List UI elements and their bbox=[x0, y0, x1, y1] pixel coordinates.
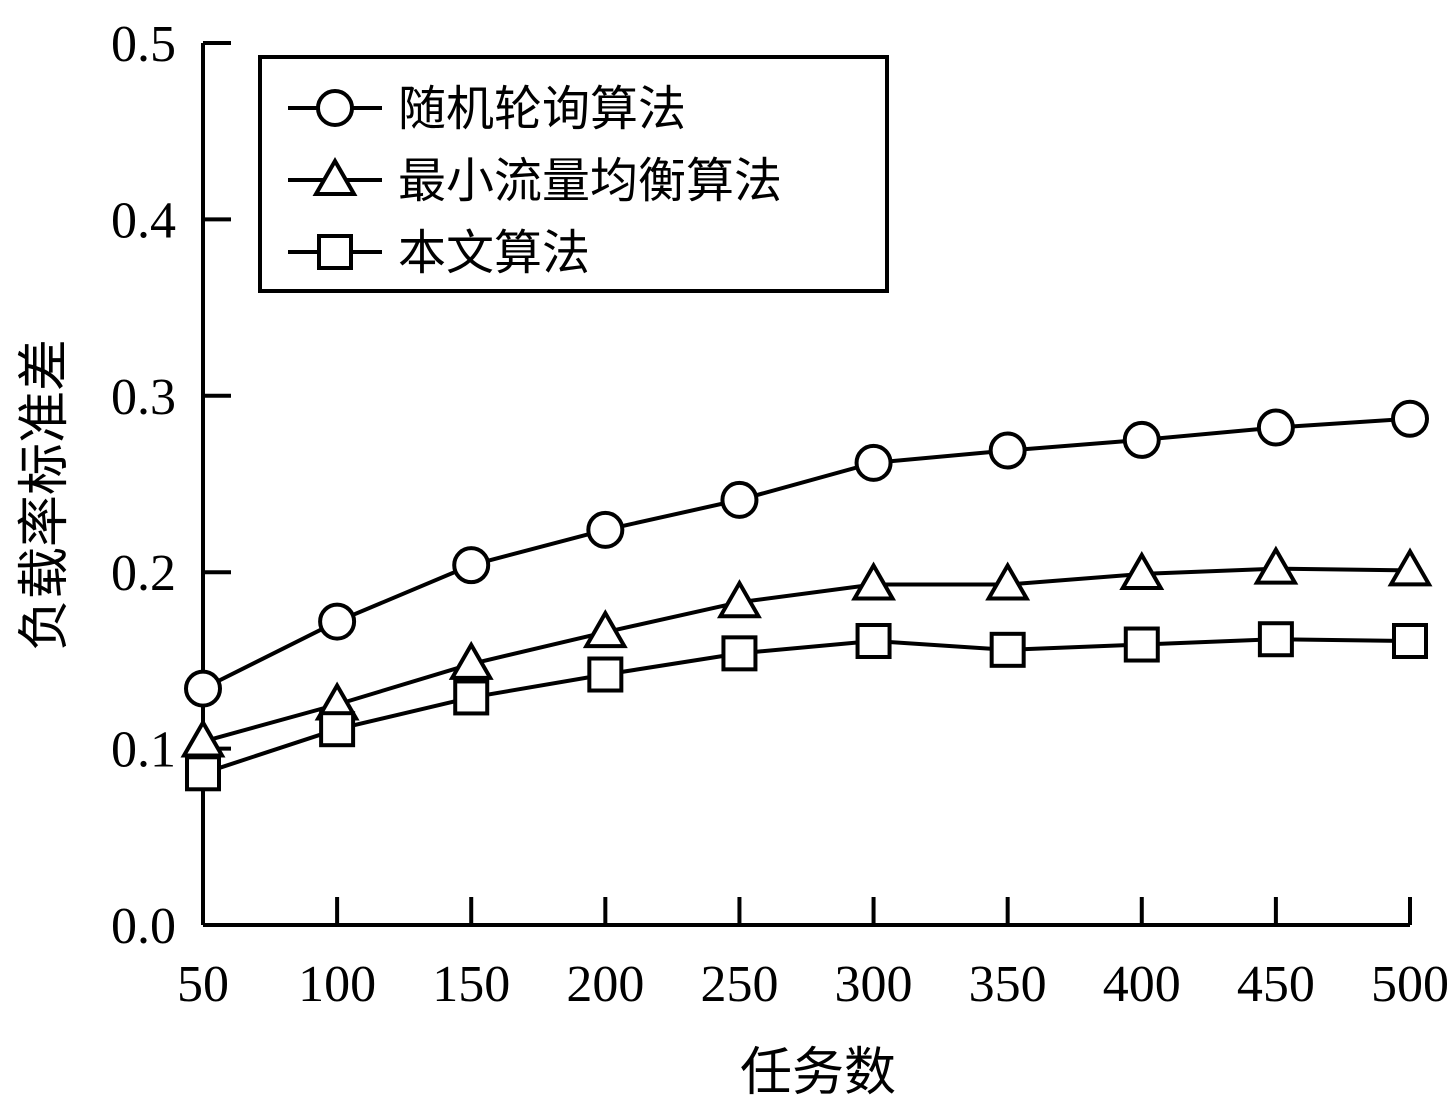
y-tick-label: 0.1 bbox=[111, 722, 176, 779]
x-tick-label: 450 bbox=[1237, 956, 1315, 1013]
series-line-circle bbox=[202, 416, 1411, 691]
y-tick-label: 0.3 bbox=[111, 369, 176, 426]
data-point-square bbox=[453, 679, 490, 716]
data-point-triangle bbox=[851, 561, 897, 601]
legend-label: 本文算法 bbox=[398, 225, 590, 281]
data-point-square bbox=[587, 656, 624, 693]
data-point-square bbox=[855, 622, 892, 659]
legend-marker-triangle bbox=[312, 156, 358, 196]
x-tick-label: 350 bbox=[969, 956, 1047, 1013]
data-point-square bbox=[319, 711, 356, 748]
series-line-square bbox=[202, 637, 1411, 776]
data-point-square bbox=[989, 631, 1026, 668]
y-tick-label: 0.2 bbox=[111, 545, 176, 602]
data-point-circle bbox=[1256, 408, 1295, 447]
series-triangle bbox=[180, 545, 1433, 758]
data-point-triangle bbox=[448, 640, 494, 680]
x-tick-label: 400 bbox=[1103, 956, 1181, 1013]
data-point-triangle bbox=[1253, 545, 1299, 585]
data-point-circle bbox=[854, 443, 893, 482]
data-point-circle bbox=[988, 431, 1027, 470]
data-point-square bbox=[185, 755, 221, 792]
x-tick-label: 300 bbox=[835, 956, 913, 1013]
series-circle bbox=[184, 399, 1429, 708]
series-square bbox=[185, 621, 1428, 792]
x-axis-title: 任务数 bbox=[740, 1043, 896, 1103]
data-point-circle bbox=[452, 546, 491, 585]
data-point-triangle bbox=[716, 579, 762, 619]
x-tick-label: 100 bbox=[298, 956, 376, 1013]
legend-label: 最小流量均衡算法 bbox=[398, 153, 782, 209]
series-layer bbox=[180, 399, 1433, 792]
x-tick-label: 500 bbox=[1371, 956, 1449, 1013]
data-point-square bbox=[1123, 626, 1160, 663]
data-point-square bbox=[721, 635, 758, 672]
x-tick-label: 50 bbox=[177, 956, 229, 1013]
data-point-square bbox=[1257, 621, 1294, 658]
legend-label: 随机轮询算法 bbox=[398, 81, 686, 137]
data-point-square bbox=[1392, 622, 1428, 659]
data-point-triangle bbox=[1119, 550, 1165, 590]
x-tick-label: 150 bbox=[432, 956, 510, 1013]
data-point-circle bbox=[1391, 399, 1429, 438]
y-tick-label: 0.4 bbox=[111, 192, 176, 249]
data-point-triangle bbox=[985, 561, 1031, 601]
data-point-circle bbox=[184, 669, 222, 708]
legend-marker-square bbox=[317, 234, 353, 270]
legend-marker-circle bbox=[316, 89, 354, 127]
data-point-circle bbox=[1122, 420, 1161, 459]
data-point-circle bbox=[720, 480, 759, 519]
y-tick-label: 0.5 bbox=[111, 16, 176, 73]
data-point-triangle bbox=[582, 609, 628, 649]
x-tick-label: 250 bbox=[700, 956, 778, 1013]
data-point-circle bbox=[586, 510, 625, 549]
data-point-circle bbox=[318, 602, 357, 641]
y-axis-title: 负载率标准差 bbox=[15, 339, 75, 651]
series-line-triangle bbox=[202, 566, 1411, 744]
y-tick-label: 0.0 bbox=[111, 898, 176, 955]
axes: 0.0 0.1 0.2 0.3 0.4 0.5 50 100 150 200 250 300 350 40… bbox=[111, 16, 1449, 1013]
data-point-triangle bbox=[1387, 547, 1433, 587]
x-tick-label: 200 bbox=[566, 956, 644, 1013]
